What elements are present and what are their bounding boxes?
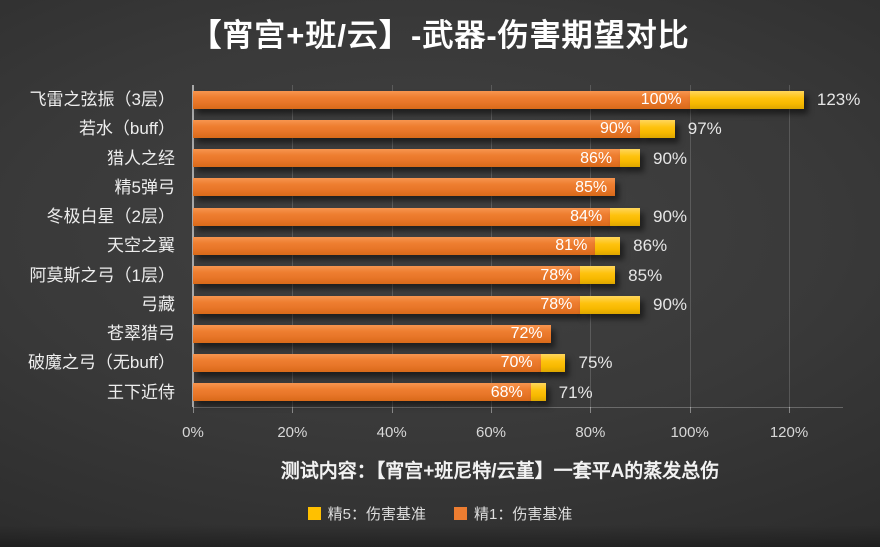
x-tick-label: 40% <box>376 424 407 441</box>
bar-refine5-segment <box>580 266 616 285</box>
bar-refine5-segment <box>580 295 640 314</box>
x-tick-label: 0% <box>182 424 204 441</box>
bar-refine5-segment <box>540 354 566 373</box>
bar-refine1-segment <box>193 266 581 285</box>
legend-label: 精1：伤害基准 <box>474 506 573 523</box>
refine1-value-label: 78% <box>540 295 573 313</box>
axis-tick <box>193 407 194 413</box>
category-label: 精5弹弓 <box>114 177 175 197</box>
bar-refine1-segment <box>193 383 531 402</box>
bar-refine5-segment <box>620 149 640 168</box>
category-label: 阿莫斯之弓（1层） <box>29 265 175 285</box>
axis-tick <box>689 407 691 413</box>
refine1-value-label: 86% <box>580 149 613 167</box>
legend-label: 精5：伤害基准 <box>327 506 426 523</box>
refine1-value-label: 84% <box>570 208 603 226</box>
refine1-value-label: 72% <box>510 325 543 343</box>
refine1-value-label: 68% <box>490 383 523 401</box>
bar-refine1-segment <box>193 295 581 314</box>
bar-refine5-segment <box>530 383 546 402</box>
legend-swatch-yellow <box>307 507 321 520</box>
refine5-value-label: 90% <box>653 207 688 227</box>
refine1-value-label: 70% <box>500 354 533 372</box>
axis-tick <box>292 407 294 413</box>
chart-title: 【宵宫+班/云】-武器-伤害期望对比 <box>190 18 690 53</box>
legend-swatch-orange <box>454 507 467 520</box>
chart-legend: 精5：伤害基准 精1：伤害基准 <box>0 503 880 524</box>
bar-refine1-segment <box>193 354 541 373</box>
plot-area: 100% 123% 90% 97% 86% 90% 85% 84% 90% 81% 86% 78% 85… <box>192 85 861 413</box>
category-label: 弓藏 <box>141 294 175 314</box>
x-tick-label: 120% <box>769 424 809 441</box>
axis-tick <box>789 407 790 413</box>
refine5-value-label: 75% <box>578 353 613 373</box>
bar-refine5-segment <box>610 207 640 226</box>
refine1-value-label: 81% <box>555 237 588 255</box>
axis-tick <box>491 407 492 413</box>
category-label: 天空之翼 <box>107 236 175 256</box>
category-axis: 飞雷之弦振（3层） 若水（buff） 猎人之经精5弹弓冬极白星（2层） 天空之翼阿莫斯… <box>0 85 184 407</box>
x-tick-label: 60% <box>475 424 507 441</box>
category-label: 苍翠猎弓 <box>107 324 175 344</box>
bar-refine1-segment <box>193 207 611 226</box>
refine1-value-label: 85% <box>575 178 608 196</box>
category-label: 猎人之经 <box>107 148 175 168</box>
legend-item: 精1：伤害基准 <box>454 503 572 524</box>
refine5-value-label: 97% <box>687 119 722 139</box>
bar-refine5-segment <box>689 90 804 109</box>
refine5-value-label: 85% <box>628 265 663 285</box>
axis-tick <box>590 407 592 413</box>
x-tick-label: 20% <box>277 424 308 441</box>
x-tick-label: 80% <box>575 424 606 441</box>
bar-refine1-segment <box>193 237 596 255</box>
bar-refine1-segment <box>193 178 616 197</box>
refine1-value-label: 90% <box>599 120 632 138</box>
axis-tick <box>391 407 393 413</box>
refine1-value-label: 100% <box>640 91 682 108</box>
bar-refine1-segment <box>193 324 551 343</box>
gridline <box>789 85 790 407</box>
gridline <box>689 85 691 407</box>
category-label: 冬极白星（2层） <box>46 207 175 227</box>
refine5-value-label: 86% <box>633 236 668 256</box>
refine5-value-label: 90% <box>653 148 688 168</box>
bar-refine1-segment <box>193 149 621 168</box>
category-label: 飞雷之弦振（3层） <box>29 90 175 109</box>
category-label: 若水（buff） <box>78 119 175 139</box>
chart-subtitle: 测试内容：【宵宫+班尼特/云堇】一套平A的蒸发总伤 <box>280 461 720 482</box>
category-label: 破魔之弓（无buff） <box>27 353 175 373</box>
x-tick-label: 100% <box>670 424 709 441</box>
refine5-value-label: 71% <box>558 382 593 402</box>
legend-item: 精5：伤害基准 <box>307 503 426 524</box>
refine1-value-label: 78% <box>540 266 573 284</box>
bar-refine5-segment <box>640 119 675 138</box>
category-label: 王下近侍 <box>107 382 175 402</box>
x-axis: 0% 20% 40% 60% 80% 100% 120% <box>182 424 860 444</box>
bar-refine1-segment <box>193 119 640 138</box>
bar-refine1-segment <box>193 90 690 109</box>
x-axis-line <box>193 407 843 408</box>
bar-refine5-segment <box>595 237 621 255</box>
refine5-value-label: 90% <box>653 294 688 314</box>
refine5-value-label: 123% <box>816 90 861 109</box>
